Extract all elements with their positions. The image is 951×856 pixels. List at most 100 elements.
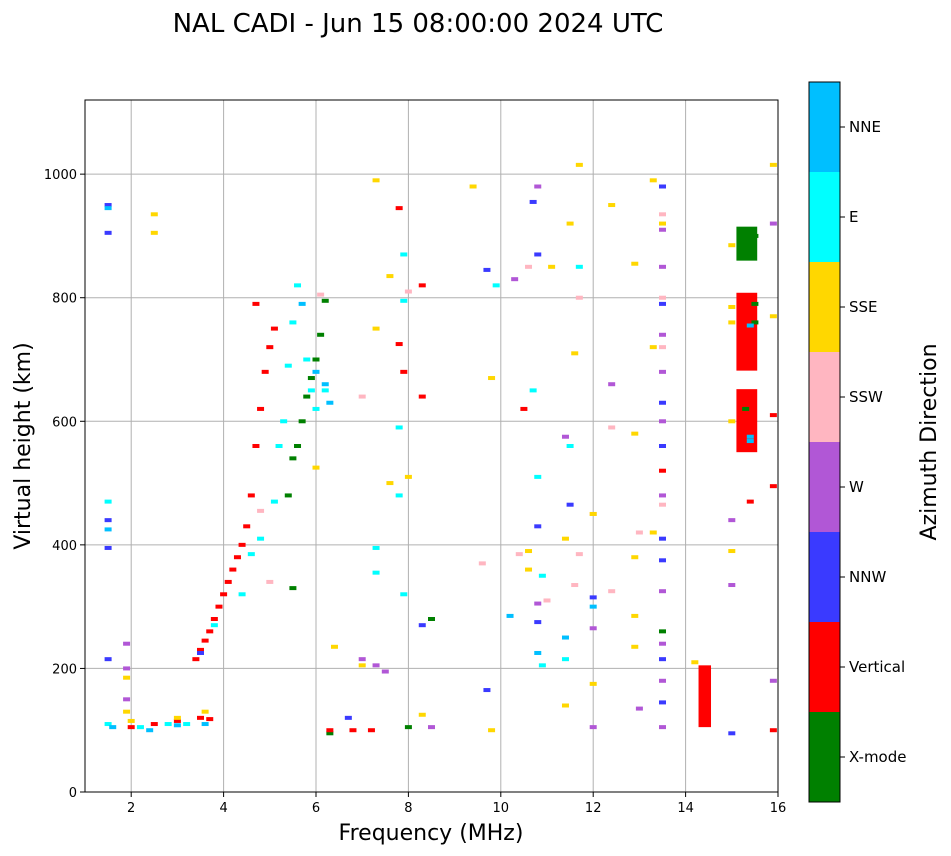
data-point (534, 252, 542, 257)
data-point (659, 184, 666, 189)
data-point (104, 203, 112, 208)
data-point (229, 567, 237, 572)
data-point (769, 678, 777, 683)
data-point (238, 542, 246, 547)
data-point (728, 419, 736, 424)
data-point (746, 431, 754, 436)
colorbar-segment-sse (809, 262, 840, 352)
data-point (746, 434, 754, 439)
data-point (321, 388, 329, 393)
data-point (566, 221, 574, 226)
data-point (659, 345, 666, 350)
data-point (746, 419, 754, 424)
data-point (123, 675, 131, 680)
data-point (173, 715, 181, 720)
data-point (751, 233, 759, 238)
data-point (395, 425, 403, 430)
data-point (746, 295, 754, 300)
data-point (400, 252, 408, 257)
series-ssw (257, 212, 666, 603)
data-point (257, 508, 265, 513)
data-point (418, 623, 426, 628)
data-point (483, 688, 491, 693)
data-point (589, 511, 597, 516)
data-point (104, 527, 112, 532)
data-point (529, 388, 537, 393)
data-point (109, 725, 117, 730)
data-point (247, 493, 255, 498)
data-point (289, 320, 297, 325)
data-point (238, 592, 246, 597)
data-point (257, 406, 265, 411)
data-point (525, 549, 533, 554)
data-point (386, 481, 394, 486)
y-tick-label: 200 (52, 662, 77, 677)
data-point (728, 243, 736, 248)
data-point (197, 647, 204, 652)
data-point (326, 728, 334, 733)
colorbar-segment-w (809, 442, 840, 532)
data-point (312, 465, 320, 470)
colorbar-segment-x-mode (809, 712, 840, 802)
data-point (104, 230, 112, 235)
data-point (210, 623, 218, 628)
data-point (769, 484, 777, 489)
colorbar-frame (808, 81, 841, 803)
data-point (270, 499, 278, 504)
data-point (534, 620, 542, 625)
colorbar-label-e: E (849, 208, 858, 226)
colorbar-segment-vertical (809, 622, 840, 712)
data-point (700, 722, 708, 727)
data-point (307, 388, 315, 393)
colorbar-segment-ssw (809, 352, 840, 442)
data-point (659, 212, 666, 217)
data-point (543, 598, 551, 603)
data-point (201, 709, 209, 714)
data-point (428, 617, 435, 621)
data-point (520, 406, 528, 411)
y-tick-label: 0 (69, 786, 77, 801)
data-point (575, 552, 583, 557)
data-point (400, 369, 408, 374)
data-point (215, 604, 223, 609)
data-point (136, 725, 144, 730)
data-point (150, 230, 158, 235)
data-point (511, 277, 519, 282)
data-point (395, 493, 403, 498)
data-point (769, 221, 777, 226)
data-point (321, 382, 329, 387)
data-point (330, 644, 338, 649)
data-point (589, 725, 597, 730)
data-point (358, 657, 366, 662)
data-point (404, 474, 412, 479)
data-point (201, 638, 209, 643)
data-point (631, 555, 639, 560)
data-point (631, 261, 639, 266)
data-point (478, 561, 486, 566)
data-point (506, 613, 514, 618)
data-point (561, 657, 569, 662)
data-point (534, 601, 542, 606)
series-w (123, 184, 777, 730)
data-point (659, 264, 666, 269)
data-point (548, 264, 556, 269)
data-point (210, 617, 218, 621)
data-point (492, 283, 500, 288)
data-point (298, 419, 306, 424)
data-point (571, 351, 579, 356)
x-tick-label: 2 (127, 801, 135, 816)
data-point (104, 657, 112, 662)
series-nnw (104, 184, 736, 736)
data-point (534, 650, 542, 655)
data-point (381, 669, 389, 674)
data-point (589, 595, 597, 600)
data-point (257, 536, 265, 541)
colorbar-segment-nne (809, 82, 840, 172)
data-point (386, 274, 394, 279)
data-point (303, 394, 311, 399)
data-point (164, 722, 172, 727)
data-point (659, 444, 666, 448)
data-point (317, 332, 325, 337)
data-point (742, 406, 750, 411)
data-point (312, 357, 320, 362)
